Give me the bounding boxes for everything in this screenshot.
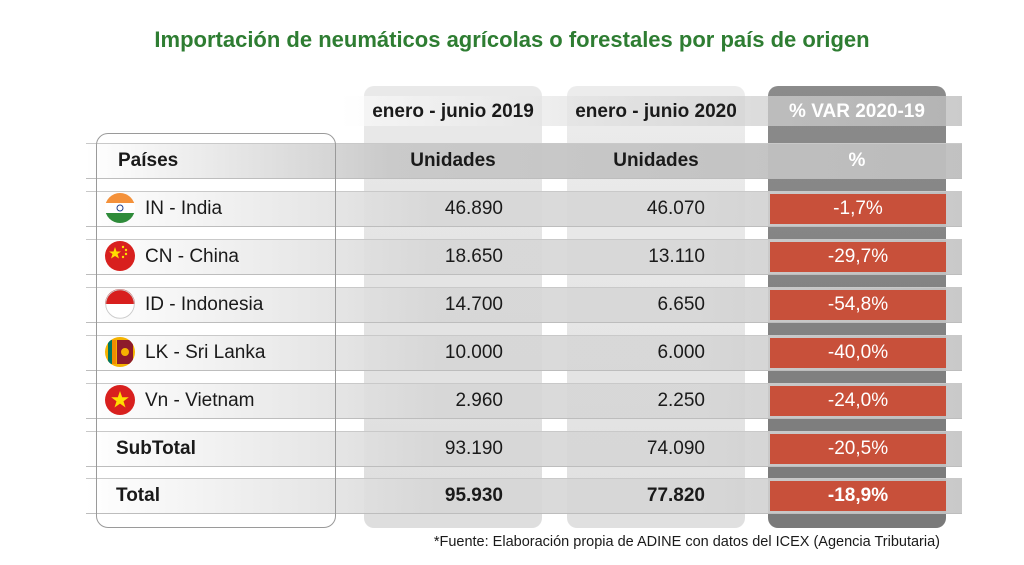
indonesia-flag-icon [105,289,135,319]
value-2020: 6.650 [657,294,705,315]
variation-cell: -40,0% [770,338,946,368]
country-label: ID - Indonesia [145,294,264,315]
header-percent: % [848,150,866,171]
total-2020: 77.820 [646,485,705,506]
chart-title: Importación de neumáticos agrícolas o fo… [154,27,870,52]
india-flag-icon [105,193,135,223]
source-note: *Fuente: Elaboración propia de ADINE con… [433,534,940,550]
period-header-bar [340,96,962,126]
value-2020: 6.000 [657,342,705,363]
sri-lanka-flag-icon [105,337,135,367]
total-2019: 95.930 [444,485,503,506]
total-label: Total [116,485,160,506]
value-2020: 46.070 [646,198,705,219]
period-2019-label: enero - junio 2019 [372,101,534,122]
header-row [86,143,962,179]
header-country: Países [118,150,179,171]
value-2019: 14.700 [444,294,503,315]
vietnam-flag-icon [105,385,135,415]
total-variation-cell: -18,9% [770,481,946,511]
variation-cell: -29,7% [770,242,946,272]
country-column-frame [96,133,336,528]
value-2020: 2.250 [657,390,705,411]
value-2019: 18.650 [444,246,503,267]
subtotal-2019: 93.190 [444,438,503,459]
country-label: IN - India [145,198,223,219]
period-2020-label: enero - junio 2020 [575,101,737,122]
subtotal-label: SubTotal [116,438,196,459]
value-2019: 2.960 [455,390,503,411]
value-2020: 13.110 [648,246,705,267]
variation-cell: -24,0% [770,386,946,416]
period-var-label: % VAR 2020-19 [789,101,925,122]
header-units-2019: Unidades [410,150,496,171]
country-label: LK - Sri Lanka [145,342,266,363]
header-units-2020: Unidades [613,150,699,171]
country-label: Vn - Vietnam [145,390,255,411]
china-flag-icon [105,241,135,271]
variation-cell: -1,7% [770,194,946,224]
country-label: CN - China [145,246,239,267]
subtotal-2020: 74.090 [646,438,705,459]
variation-cell: -54,8% [770,290,946,320]
value-2019: 10.000 [444,342,503,363]
subtotal-variation-cell: -20,5% [770,434,946,464]
value-2019: 46.890 [444,198,503,219]
